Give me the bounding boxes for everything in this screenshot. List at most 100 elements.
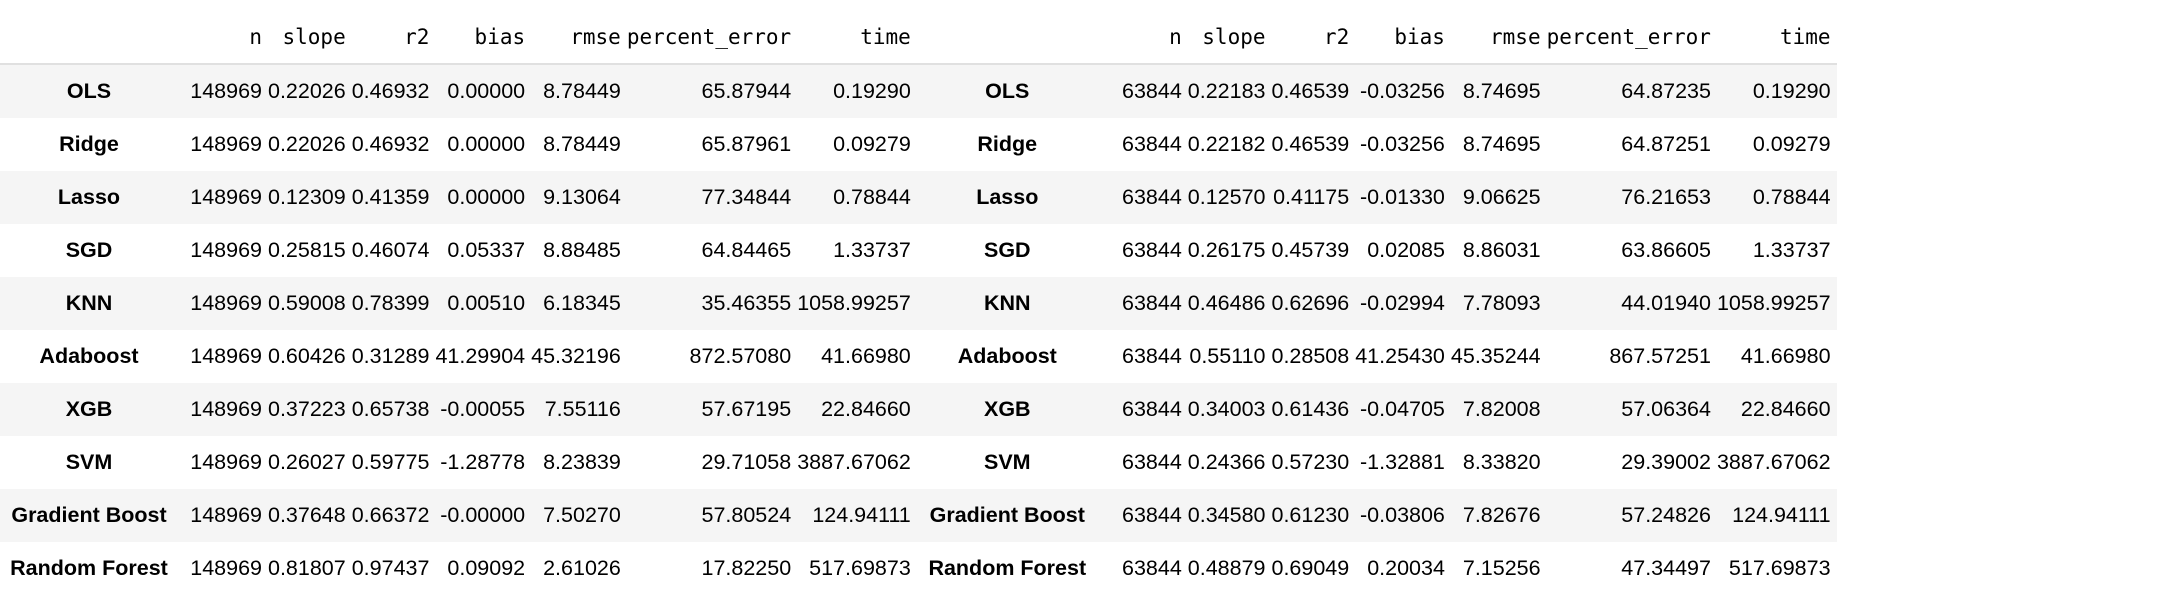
row-label: Random Forest (928, 556, 1087, 580)
table-cell: 0.65738 (351, 397, 430, 421)
table-cell: 0.26027 (268, 450, 346, 474)
table-cell: 0.09092 (447, 556, 526, 580)
table-cell: 0.34580 (1187, 503, 1266, 527)
table-cell: 148969 (190, 291, 262, 315)
table-cell: 41.29904 (435, 344, 526, 368)
table-cell: 29.39002 (1621, 450, 1711, 474)
table-cell: 0.00000 (447, 185, 526, 209)
table-row: SVM 63844 0.24366 0.57230 -1.32881 8.33820 29.… (916, 436, 1837, 489)
table-cell: 0.57230 (1271, 450, 1350, 474)
table-cell: 8.74695 (1462, 132, 1541, 156)
table-cell: 3887.67062 (797, 450, 911, 474)
table-cell: -0.03256 (1360, 132, 1445, 156)
table-cell: 0.66372 (351, 503, 430, 527)
table-cell: 0.81807 (268, 556, 346, 580)
table-cell: 0.22183 (1187, 79, 1266, 103)
table-cell: 0.20034 (1367, 556, 1445, 580)
table-cell: -0.00000 (440, 503, 526, 527)
table-cell: 0.19290 (1752, 79, 1831, 103)
table-cell: 0.00000 (447, 132, 526, 156)
row-label: Gradient Boost (929, 503, 1085, 527)
table-cell: 0.60426 (268, 344, 346, 368)
table-cell: 7.15256 (1462, 556, 1541, 580)
table-cell: 148969 (190, 344, 262, 368)
table-cell: 1.33737 (833, 238, 911, 262)
index-header (916, 10, 1098, 65)
table-cell: 7.82008 (1462, 397, 1541, 421)
table-row: Ridge 148969 0.22026 0.46932 0.00000 8.78449 6… (0, 118, 917, 171)
dataframe-output-area: n slope r2 bias rmse percent_error time OLS 1489… (0, 10, 1837, 595)
table-cell: 64.87235 (1621, 79, 1711, 103)
table-cell: 148969 (190, 132, 262, 156)
table-cell: 29.71058 (701, 450, 792, 474)
table-cell: 148969 (190, 79, 262, 103)
row-label: Adaboost (39, 344, 139, 368)
table-cell: 9.06625 (1462, 185, 1541, 209)
table-cell: 867.57251 (1609, 344, 1711, 368)
row-label: OLS (985, 79, 1030, 103)
table-cell: 7.78093 (1462, 291, 1541, 315)
table-cell: 57.06364 (1621, 397, 1711, 421)
column-header: slope (268, 10, 352, 65)
table-row: Ridge 63844 0.22182 0.46539 -0.03256 8.74695 6… (916, 118, 1837, 171)
table-cell: 41.66980 (821, 344, 911, 368)
table-cell: 0.41175 (1273, 185, 1350, 209)
column-header: rmse (531, 10, 627, 65)
table-cell: 1.33737 (1752, 238, 1831, 262)
table-cell: -0.03806 (1360, 503, 1445, 527)
row-label: Lasso (976, 185, 1039, 209)
table-cell: 63844 (1121, 238, 1182, 262)
table-cell: 35.46355 (701, 291, 792, 315)
table-cell: 148969 (190, 238, 262, 262)
table-cell: 0.46932 (351, 79, 430, 103)
table-cell: 22.84660 (1740, 397, 1831, 421)
table-cell: 63844 (1121, 291, 1182, 315)
column-header: bias (435, 10, 532, 65)
table-cell: 148969 (190, 185, 262, 209)
table-row: XGB 148969 0.37223 0.65738 -0.00055 7.55116 57… (0, 383, 917, 436)
table-cell: 0.46539 (1271, 132, 1350, 156)
table-cell: 1058.99257 (1716, 291, 1831, 315)
table-row: OLS 63844 0.22183 0.46539 -0.03256 8.74695 64.… (916, 64, 1837, 118)
table-cell: 57.24826 (1621, 503, 1711, 527)
row-label: KNN (65, 291, 113, 315)
table-cell: 7.50270 (543, 503, 621, 527)
table-cell: 47.34497 (1621, 556, 1711, 580)
table-cell: 124.94111 (1732, 503, 1831, 527)
table-cell: 0.12570 (1187, 185, 1266, 209)
table-cell: 76.21653 (1621, 185, 1711, 209)
row-label: Lasso (57, 185, 121, 209)
table-cell: 41.66980 (1740, 344, 1831, 368)
table-cell: 517.69873 (809, 556, 911, 580)
row-label: SGD (65, 238, 113, 262)
row-label: XGB (65, 397, 113, 421)
table-cell: 0.59008 (268, 291, 346, 315)
column-header: rmse (1450, 10, 1547, 65)
column-header: percent_error (1546, 10, 1717, 65)
table-cell: 0.00000 (447, 79, 526, 103)
table-cell: 0.09279 (833, 132, 911, 156)
row-label: SGD (983, 238, 1031, 262)
table-cell: 0.22026 (268, 79, 346, 103)
column-header: slope (1187, 10, 1272, 65)
table-cell: 44.01940 (1621, 291, 1711, 315)
table-cell: -0.03256 (1360, 79, 1445, 103)
table-cell: 8.33820 (1462, 450, 1541, 474)
column-header: r2 (351, 10, 436, 65)
row-label: Random Forest (10, 556, 168, 580)
column-header: n (1097, 10, 1188, 65)
column-header: r2 (1271, 10, 1356, 65)
table-cell: 63844 (1121, 132, 1182, 156)
table-cell: 0.00510 (447, 291, 526, 315)
table-cell: 41.25430 (1355, 344, 1445, 368)
table-cell: 0.34003 (1187, 397, 1266, 421)
table-cell: 0.46539 (1271, 79, 1350, 103)
row-label: Ridge (977, 132, 1038, 156)
table-row: Random Forest 148969 0.81807 0.97437 0.09092… (0, 542, 917, 595)
table-cell: 0.78844 (833, 185, 911, 209)
table-cell: 3887.67062 (1716, 450, 1831, 474)
table-cell: 9.13064 (543, 185, 621, 209)
table-cell: 63844 (1121, 79, 1182, 103)
table-cell: -0.02994 (1360, 291, 1445, 315)
table-cell: 63844 (1121, 397, 1182, 421)
